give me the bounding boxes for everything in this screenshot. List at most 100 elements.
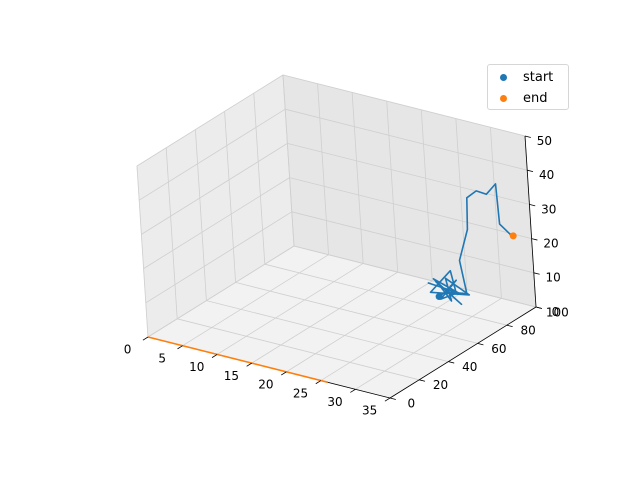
grid-back-z xyxy=(287,143,530,205)
grid-left-z xyxy=(145,211,293,304)
grid-back-z xyxy=(291,211,534,274)
end-point-marker xyxy=(509,232,517,240)
z-tick-0: 0 xyxy=(535,305,559,319)
x-tick-25-mark xyxy=(315,380,322,385)
grid-back-z xyxy=(289,177,532,239)
grid-back-x xyxy=(351,92,364,264)
y-tick-40-mark xyxy=(448,361,455,364)
grid-floor-y xyxy=(177,318,420,381)
grid-lines xyxy=(136,74,537,399)
x-tick-25-label: 25 xyxy=(293,386,308,400)
grid-floor-y xyxy=(235,282,478,344)
legend-end-marker xyxy=(500,94,507,102)
x-tick-5: 5 xyxy=(158,345,183,365)
z-tick-10-label: 10 xyxy=(546,271,561,285)
x-tick-25: 25 xyxy=(293,380,322,400)
x-tick-30: 30 xyxy=(327,388,356,409)
z-tick-10: 10 xyxy=(533,271,561,285)
series-line-0 xyxy=(427,183,513,306)
y-tick-20-mark xyxy=(419,379,426,382)
grid-back-z xyxy=(282,74,526,137)
grid-left-z xyxy=(136,74,284,167)
y-tick-80-label: 80 xyxy=(520,324,535,338)
z-tick-40-label: 40 xyxy=(539,168,554,182)
y-tick-20: 20 xyxy=(419,378,448,392)
y-tick-0-mark xyxy=(389,397,396,400)
grid-left-z xyxy=(141,143,288,235)
x-tick-5-mark xyxy=(177,345,183,350)
y-tick-40: 40 xyxy=(448,360,477,374)
z-tick-30-mark xyxy=(529,204,536,207)
y-tick-40-label: 40 xyxy=(462,360,477,374)
x-tick-20: 20 xyxy=(258,371,287,392)
z-tick-30-label: 30 xyxy=(541,202,556,216)
grid-left-z xyxy=(138,108,286,201)
x-tick-10-mark xyxy=(211,354,218,358)
grid-left-y xyxy=(253,93,266,265)
z-axis-line xyxy=(524,135,537,308)
grid-left-y xyxy=(195,129,207,301)
x-tick-0-label: 0 xyxy=(124,343,132,357)
x-tick-10: 10 xyxy=(189,354,218,374)
grid-left-y xyxy=(165,147,178,319)
y-tick-100-label: 100 xyxy=(546,305,569,319)
z-tick-20-label: 20 xyxy=(543,236,558,250)
x-tick-35: 35 xyxy=(362,397,391,418)
x-tick-30-label: 30 xyxy=(327,395,342,409)
x-tick-0-mark xyxy=(142,336,149,341)
grid-back-x xyxy=(386,101,399,273)
grid-floor-y xyxy=(206,300,449,362)
grid-floor-y xyxy=(264,263,507,326)
x-tick-35-mark xyxy=(384,397,391,402)
legend-entry-start: start xyxy=(500,69,553,85)
z-tick-0-mark xyxy=(535,306,542,309)
x-tick-35-label: 35 xyxy=(362,404,377,418)
grid-floor-x xyxy=(320,289,468,381)
legend-entry-end: end xyxy=(500,90,548,106)
y-axis-line xyxy=(389,306,537,399)
grid-left-y xyxy=(224,111,236,283)
y-tick-60-mark xyxy=(477,343,484,346)
legend: start end xyxy=(487,64,569,110)
series-line-1 xyxy=(147,336,328,384)
x-tick-20-label: 20 xyxy=(258,378,273,392)
grid-floor-x xyxy=(251,271,398,364)
grid-left-y xyxy=(136,165,149,338)
grid-floor-x xyxy=(286,280,433,373)
grid-back-x xyxy=(490,127,502,299)
z-tick-50-label: 50 xyxy=(537,134,552,148)
x-tick-0: 0 xyxy=(124,336,149,357)
z-tick-40-mark xyxy=(527,169,534,173)
z-tick-10-mark xyxy=(533,272,540,275)
z-tick-30: 30 xyxy=(529,202,556,216)
grid-back-z xyxy=(285,108,528,171)
grid-back-x xyxy=(455,118,468,290)
z-tick-50: 50 xyxy=(524,134,552,148)
x-tick-15: 15 xyxy=(224,362,252,383)
grid-left-z xyxy=(147,245,295,338)
z-tick-40: 40 xyxy=(527,168,554,182)
z-tick-20: 20 xyxy=(531,236,559,250)
y-tick-0-label: 0 xyxy=(408,396,416,410)
y-tick-80: 80 xyxy=(506,324,536,338)
data-series xyxy=(147,183,517,384)
y-tick-20-label: 20 xyxy=(433,378,448,392)
grid-floor-x xyxy=(216,263,364,355)
x-tick-10-label: 10 xyxy=(189,360,204,374)
grid-back-z xyxy=(293,245,537,308)
legend-start-marker xyxy=(500,73,507,81)
start-point-marker xyxy=(435,293,443,301)
z-tick-20-mark xyxy=(531,238,538,241)
grid-left-y xyxy=(282,74,295,247)
y-tick-80-mark xyxy=(506,324,513,328)
grid-left-z xyxy=(143,177,290,269)
y-tick-0: 0 xyxy=(389,396,416,410)
y-tick-60-label: 60 xyxy=(491,342,506,356)
x-tick-30-mark xyxy=(350,388,356,393)
legend-end-label: end xyxy=(523,90,548,106)
grid-floor-x xyxy=(182,254,329,347)
z-tick-50-mark xyxy=(524,135,531,138)
grid-floor-x xyxy=(355,297,502,390)
